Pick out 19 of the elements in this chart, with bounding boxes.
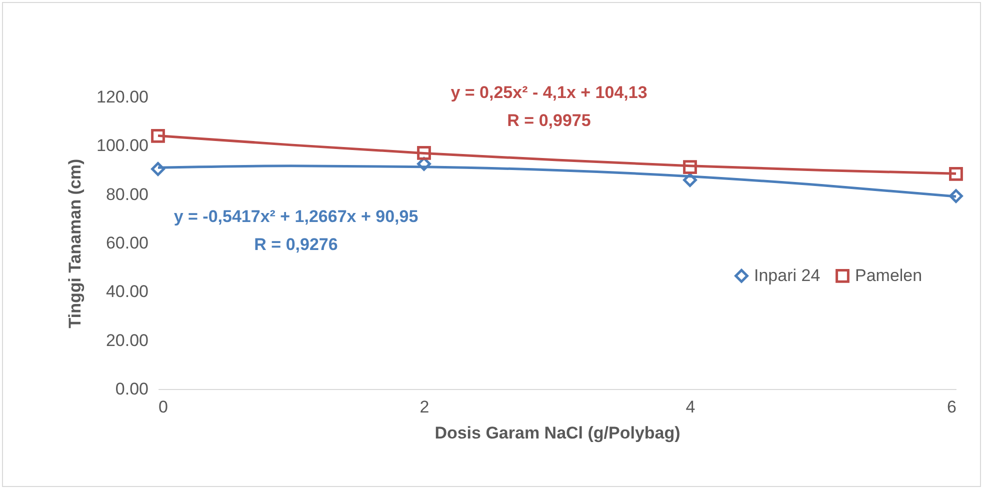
y-tick-label: 80.00	[106, 184, 148, 204]
legend-label: Inpari 24	[754, 266, 820, 285]
y-axis-title: Tinggi Tanaman (cm)	[66, 158, 85, 328]
y-tick-label: 40.00	[106, 282, 148, 302]
y-tick-label: 100.00	[96, 136, 148, 156]
x-tick-label: 0	[158, 398, 168, 416]
y-tick-label: 60.00	[106, 234, 148, 252]
x-axis-title: Dosis Garam NaCl (g/Polybag)	[434, 424, 680, 442]
y-tick-label: 120.00	[96, 88, 148, 106]
x-tick-label: 2	[420, 398, 430, 416]
annotation: y = 0,25x² - 4,1x + 104,13	[450, 83, 648, 102]
legend-label: Pamelen	[855, 266, 922, 285]
x-tick-label: 6	[947, 398, 956, 416]
y-tick-label: 0.00	[115, 380, 148, 398]
annotation: R = 0,9975	[507, 111, 591, 130]
annotation: R = 0,9276	[254, 235, 338, 254]
y-tick-label: 20.00	[106, 330, 148, 350]
annotation: y = -0,5417x² + 1,2667x + 90,95	[174, 207, 418, 226]
x-tick-label: 4	[686, 398, 696, 416]
